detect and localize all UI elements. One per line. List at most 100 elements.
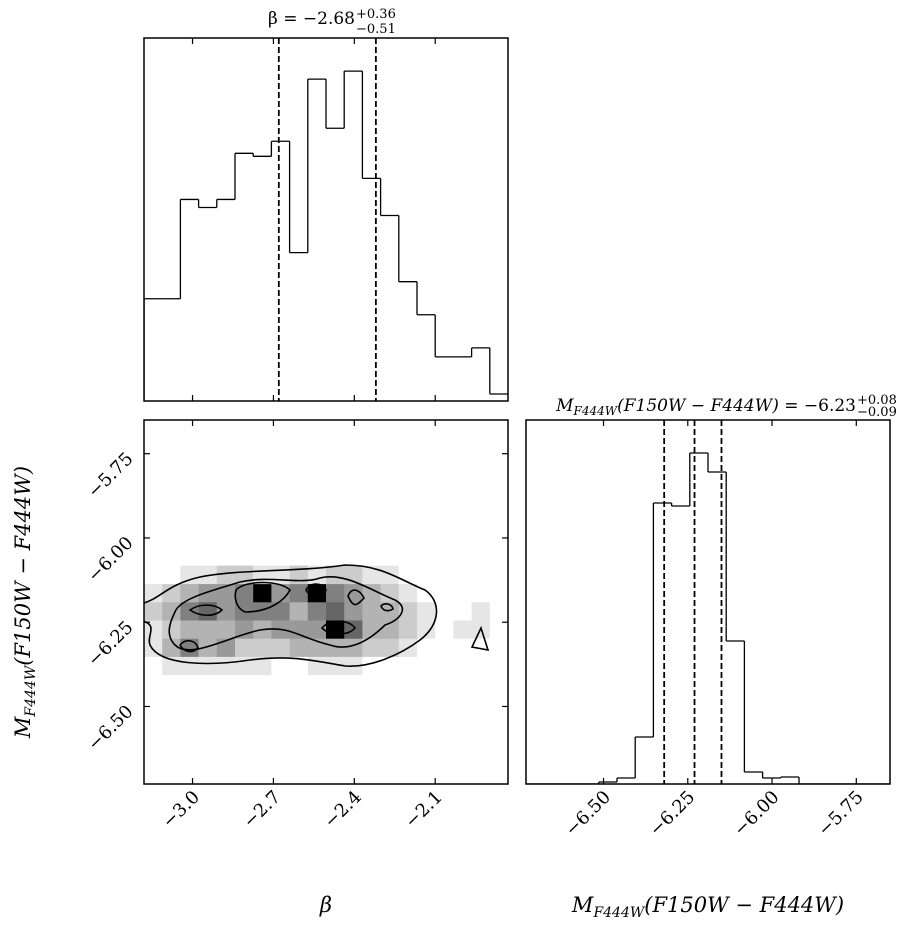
density-cell — [344, 602, 363, 621]
density-cell — [162, 620, 181, 639]
density-cell — [398, 656, 418, 676]
title-lower: −0.51 — [356, 22, 396, 37]
formula: (F150W − F444W) — [11, 466, 35, 666]
contours — [144, 564, 490, 667]
symbol: M — [11, 716, 35, 739]
density-cell — [180, 656, 199, 676]
density-cell — [289, 602, 309, 621]
density-cell — [326, 656, 345, 676]
density-cell — [144, 583, 163, 603]
density-cell — [435, 565, 454, 585]
density-cell — [253, 656, 272, 676]
density-cell — [162, 565, 181, 585]
title-upper: +0.36 — [356, 7, 396, 22]
density-cell — [144, 638, 163, 657]
density-cell — [435, 638, 454, 657]
contour — [168, 576, 404, 651]
density-cell — [289, 638, 309, 657]
subscript: F444W — [573, 404, 619, 418]
density-cell — [271, 565, 290, 585]
panel-beta — [144, 38, 508, 401]
x-tick-label: −2.1 — [401, 787, 447, 833]
density-cell — [198, 602, 218, 621]
title-main: β = −2.68 — [268, 9, 355, 29]
density-cell — [235, 620, 254, 639]
density-cell — [417, 620, 436, 639]
contour — [380, 603, 394, 612]
density-cell — [253, 638, 272, 657]
density-cell — [362, 565, 381, 585]
title-upper: +0.08 — [857, 393, 897, 408]
density-cell — [453, 583, 472, 603]
density-cell — [453, 620, 472, 639]
density-cell — [489, 565, 508, 585]
density-cell — [417, 656, 436, 676]
density-cell — [162, 602, 181, 621]
density-cell — [307, 656, 327, 676]
density-cell — [489, 602, 508, 621]
density-cell — [471, 565, 491, 585]
density-cell — [162, 583, 181, 603]
density-cell — [380, 565, 400, 585]
density-cell — [235, 565, 254, 585]
density-cell — [489, 620, 508, 639]
contour — [305, 583, 327, 599]
x-tick-label: −2.7 — [239, 787, 285, 833]
density-cell — [326, 602, 345, 621]
density-cell — [417, 602, 436, 621]
contour — [188, 604, 224, 617]
axes: −3.0 −2.7 −2.4 −2.1 −5.75 −6.00 −6.25 −6.50 −6.5… — [84, 38, 868, 841]
y-tick-label: −6.00 — [84, 533, 138, 587]
symbol: M — [555, 396, 574, 416]
x-tick-label: −3.0 — [158, 787, 204, 833]
axes-frame — [143, 419, 509, 785]
density-cell — [235, 638, 254, 657]
density-cell — [180, 565, 199, 585]
density-cell — [289, 583, 309, 603]
x-tick-label: −6.25 — [645, 787, 699, 841]
contour — [320, 620, 356, 635]
symbol: M — [571, 893, 594, 917]
density-cell — [380, 656, 400, 676]
density-cell — [398, 620, 418, 639]
density-cell — [453, 602, 472, 621]
density-cell — [216, 602, 236, 621]
title-lower: −0.09 — [857, 405, 897, 420]
contour — [234, 581, 291, 613]
density-cell — [253, 602, 272, 621]
density-cell — [362, 583, 381, 603]
density-cell — [326, 638, 345, 657]
density-cell — [198, 638, 218, 657]
density-cell — [435, 602, 454, 621]
density-cell — [435, 656, 454, 676]
panel-2d — [144, 565, 508, 676]
density-cell — [453, 656, 472, 676]
density-cell — [398, 583, 418, 603]
density-cell — [289, 656, 309, 676]
contour — [347, 589, 365, 606]
density-cell — [289, 620, 309, 639]
density-cell — [271, 583, 290, 603]
density-cell — [435, 583, 454, 603]
density-cell — [417, 638, 436, 657]
density-cell — [144, 602, 163, 621]
y-tick-label: −6.25 — [84, 617, 138, 671]
density-cell — [326, 583, 345, 603]
density-cell — [216, 656, 236, 676]
density-cell — [489, 583, 508, 603]
density-cell — [326, 565, 345, 585]
density-cell — [362, 620, 381, 639]
density-cell — [398, 602, 418, 621]
y-tick-label: −6.50 — [84, 701, 138, 755]
density-cell — [344, 638, 363, 657]
density-cell — [362, 602, 381, 621]
density-cell — [216, 565, 236, 585]
formula: (F150W − F444W) — [644, 893, 844, 917]
density-cell — [144, 565, 163, 585]
density-cell — [307, 602, 327, 621]
density-cell — [271, 602, 290, 621]
x-tick-label: −5.75 — [814, 787, 868, 841]
density-cell — [235, 583, 254, 603]
density-cell — [216, 638, 236, 657]
density-cell — [198, 656, 218, 676]
